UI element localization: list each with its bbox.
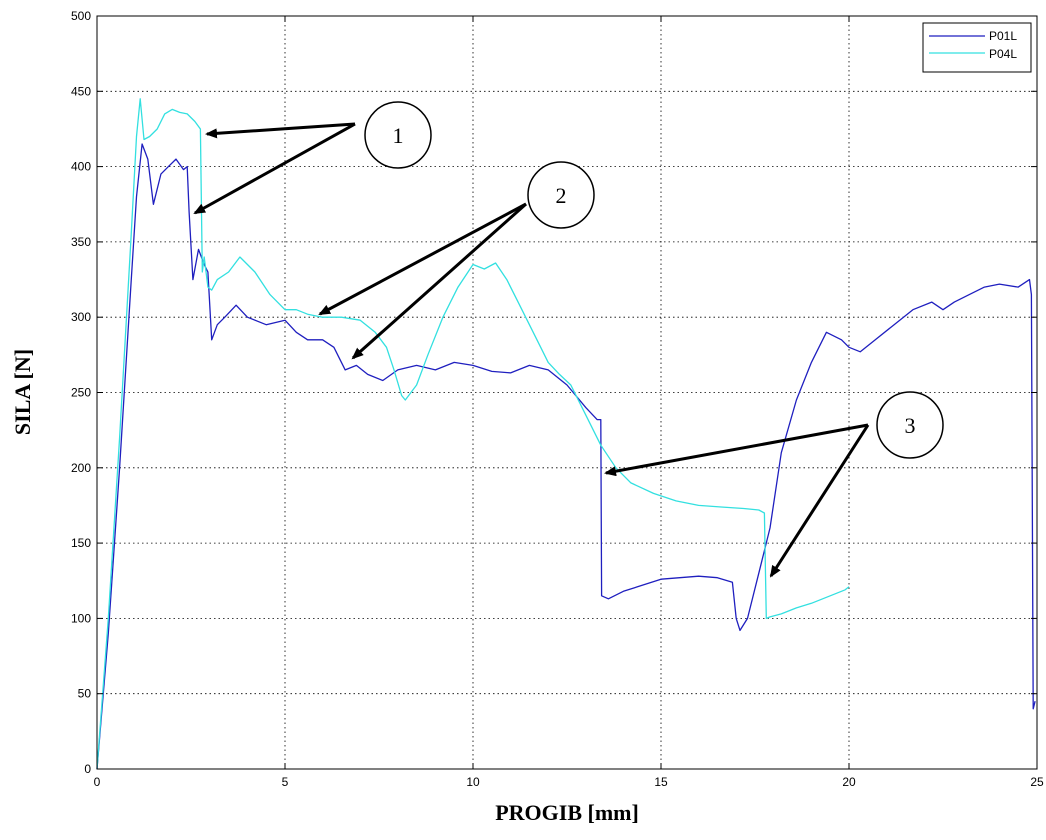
callout-1: 1 <box>193 101 432 215</box>
series-line-p01l <box>96 143 1036 770</box>
legend-box <box>922 22 1032 73</box>
y-tick-label: 50 <box>78 687 92 701</box>
x-tick-label: 10 <box>466 775 480 789</box>
callout-2-circle <box>527 161 595 229</box>
callout-1-arrow-b <box>193 122 356 215</box>
y-tick-label: 350 <box>71 235 91 249</box>
y-tick-label: 0 <box>84 762 91 776</box>
callout-1-arrow-a <box>205 122 356 139</box>
grid <box>97 16 1037 769</box>
callout-1-label: 1 <box>393 123 404 148</box>
legend: P01L P04L <box>922 22 1032 73</box>
callout-2-label: 2 <box>556 183 567 208</box>
callout-3-label: 3 <box>905 413 916 438</box>
legend-label-p04l: P04L <box>989 47 1017 61</box>
callouts: 1 2 3 <box>193 101 944 578</box>
x-tick-label: 20 <box>842 775 856 789</box>
plot-background <box>97 16 1037 769</box>
y-tick-label: 150 <box>71 536 91 550</box>
y-tick-label: 200 <box>71 461 91 475</box>
y-tick-label: 100 <box>71 611 91 625</box>
x-axis-title: PROGIB [mm] <box>495 800 639 825</box>
callout-2-arrow-a <box>318 202 527 316</box>
callout-2-arrow-b <box>351 202 527 360</box>
x-tick-label: 25 <box>1030 775 1044 789</box>
series-line-p04l <box>96 98 850 770</box>
y-tick-label: 250 <box>71 386 91 400</box>
callout-3: 3 <box>604 391 944 578</box>
callout-2: 2 <box>318 161 595 360</box>
callout-3-arrow-a <box>604 423 869 477</box>
y-tick-label: 400 <box>71 160 91 174</box>
y-tick-label: 500 <box>71 9 91 23</box>
legend-label-p01l: P01L <box>989 29 1017 43</box>
x-tick-label: 0 <box>94 775 101 789</box>
x-tick-label: 15 <box>654 775 668 789</box>
callout-1-circle <box>364 101 432 169</box>
x-tick-label: 5 <box>282 775 289 789</box>
y-axis-title: SILA [N] <box>10 349 35 435</box>
series-layer <box>96 98 1036 770</box>
y-tick-label: 300 <box>71 310 91 324</box>
callout-3-arrow-b <box>769 424 870 578</box>
y-tick-label: 450 <box>71 84 91 98</box>
callout-3-circle <box>876 391 944 459</box>
